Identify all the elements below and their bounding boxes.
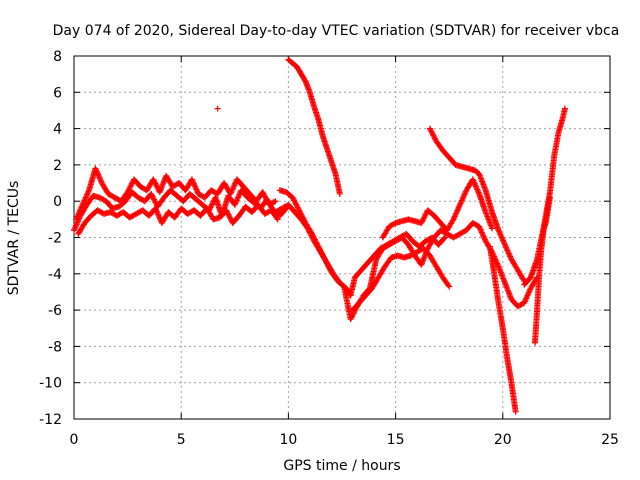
data-point-mid-descent-a bbox=[440, 235, 447, 242]
y-tick-label: -12 bbox=[39, 412, 62, 428]
y-axis-label: SDTVAR / TECUs bbox=[6, 181, 22, 296]
data-point-late-upper bbox=[489, 225, 496, 232]
x-axis-ticks: 0 5 10 15 20 25 bbox=[70, 56, 619, 448]
y-tick-label: 0 bbox=[53, 194, 62, 210]
data-point-final-inner bbox=[546, 194, 553, 201]
x-tick-label: 15 bbox=[387, 432, 405, 448]
x-tick-label: 20 bbox=[494, 432, 512, 448]
x-tick-label: 10 bbox=[279, 432, 297, 448]
data-point-right-arc bbox=[520, 276, 527, 283]
y-tick-label: -4 bbox=[48, 267, 62, 283]
grid-lines bbox=[74, 56, 610, 419]
data-point-late-lower bbox=[446, 283, 453, 290]
x-tick-label: 25 bbox=[601, 432, 619, 448]
data-point-early-lower bbox=[274, 216, 281, 223]
data-point-early-lower bbox=[273, 215, 280, 222]
y-tick-label: -6 bbox=[48, 303, 62, 319]
data-point-final-rise bbox=[561, 105, 568, 112]
data-point-early-upper bbox=[271, 198, 278, 205]
data-point-late-lower bbox=[445, 282, 452, 289]
data-point-high-arc bbox=[336, 190, 343, 197]
y-tick-label: 8 bbox=[53, 49, 62, 65]
y-tick-label: -10 bbox=[39, 376, 62, 392]
data-points bbox=[71, 56, 568, 415]
chart-title: Day 074 of 2020, Sidereal Day-to-day VTE… bbox=[53, 23, 620, 39]
y-axis-ticks: -12 -10 -8 -6 -4 -2 0 2 4 6 8 bbox=[39, 49, 610, 428]
y-tick-label: 4 bbox=[53, 122, 62, 138]
y-tick-label: 6 bbox=[53, 85, 62, 101]
y-tick-label: -2 bbox=[48, 231, 62, 247]
data-point-mid-descent-a bbox=[441, 234, 448, 241]
y-tick-label: -8 bbox=[48, 339, 62, 355]
x-axis-label: GPS time / hours bbox=[283, 458, 400, 474]
y-tick-label: 2 bbox=[53, 158, 62, 174]
x-tick-label: 0 bbox=[70, 432, 79, 448]
x-tick-label: 5 bbox=[177, 432, 186, 448]
data-point-deep-dip bbox=[512, 408, 519, 415]
data-point-isolated bbox=[214, 105, 221, 112]
data-point-early-upper bbox=[272, 198, 279, 205]
